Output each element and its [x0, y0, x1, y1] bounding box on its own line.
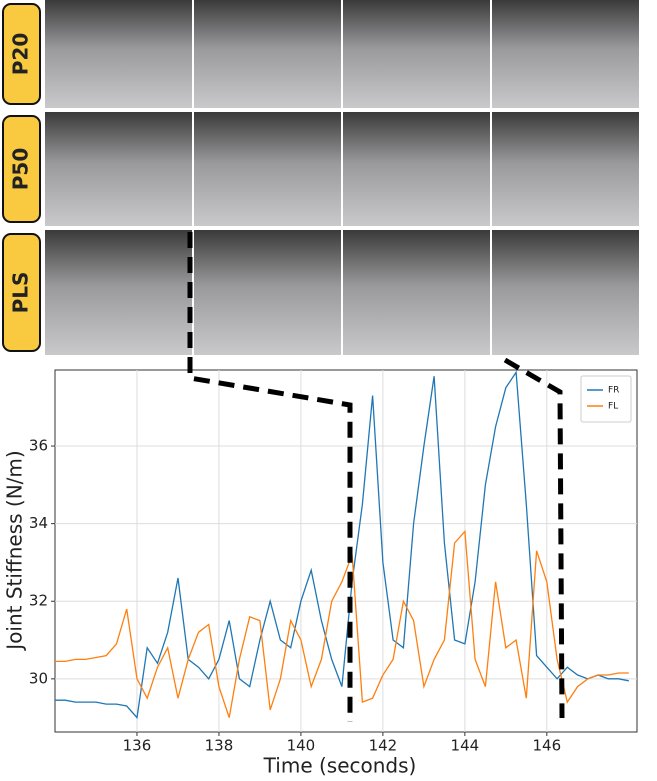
plot: 136 138 140 142 144 146 30 32 34 36 FR FL: [29, 370, 637, 755]
callout-left: [187, 232, 353, 722]
photo: [492, 0, 639, 108]
callout-right: [503, 357, 565, 719]
photo: [45, 0, 192, 108]
x-tick-label: 136: [123, 737, 152, 755]
y-tick-label: 32: [29, 592, 48, 610]
x-tick-label: 138: [205, 737, 234, 755]
photo: [492, 230, 639, 355]
legend-label: FL: [608, 402, 618, 412]
photo: [45, 230, 192, 355]
photo: [343, 0, 490, 108]
y-tick-label: 30: [29, 669, 48, 687]
y-axis-label: Joint Stiffness (N/m): [3, 450, 27, 651]
plot-frame: [54, 369, 638, 733]
row-label: P20: [9, 33, 33, 76]
x-tick-label: 142: [369, 737, 398, 755]
x-tick-label: 146: [533, 737, 562, 755]
photo: [194, 230, 341, 355]
x-tick-label: 144: [451, 737, 480, 755]
y-tick-label: 34: [29, 514, 48, 532]
photo-grid: P20 P50 PLS: [2, 0, 639, 355]
photo: [492, 112, 639, 226]
legend-label: FR: [608, 386, 619, 396]
row-label-box: [2, 233, 41, 352]
legend-box: [580, 375, 632, 423]
photo: [45, 112, 192, 226]
photo: [343, 112, 490, 226]
y-tick-label: 36: [29, 437, 48, 455]
row-label-box: [2, 115, 41, 223]
photo: [343, 230, 490, 355]
row-label-box: [2, 3, 41, 105]
x-axis-label: Time (seconds): [263, 754, 417, 778]
series-line: [55, 529, 629, 718]
x-tick-label: 140: [287, 737, 316, 755]
row-label: PLS: [9, 272, 33, 314]
photo: [194, 112, 341, 226]
photo: [194, 0, 341, 108]
row-label: P50: [9, 148, 33, 191]
callout-lines: [187, 232, 565, 722]
